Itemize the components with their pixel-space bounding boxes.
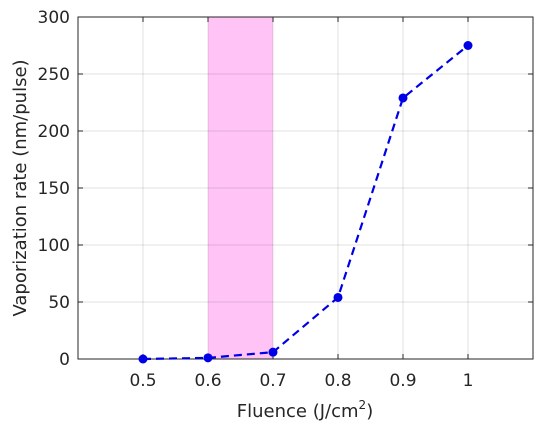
x-axis-label-superscript: 2 — [359, 398, 367, 412]
data-point — [333, 292, 343, 302]
highlight-region — [208, 17, 273, 359]
y-axis-label: Vaporization rate (nm/pulse) — [10, 59, 31, 316]
x-tick-label: 0.7 — [259, 371, 286, 391]
y-axis-ticks: 0 50 100 150 200 250 300 — [38, 8, 533, 370]
x-tick-label: 0.9 — [389, 371, 416, 391]
x-tick-label: 0.6 — [194, 371, 221, 391]
x-axis-label: Fluence (J/cm2) — [237, 398, 373, 422]
y-tick-label: 300 — [38, 8, 70, 28]
x-tick-label: 1 — [463, 371, 474, 391]
data-point — [203, 353, 213, 363]
series-layer — [138, 41, 473, 364]
data-point — [268, 347, 278, 357]
x-axis-ticks: 0.5 0.6 0.7 0.8 0.9 1 — [129, 17, 473, 391]
x-tick-label: 0.8 — [324, 371, 351, 391]
data-point — [463, 41, 473, 50]
x-axis-label-close: ) — [366, 401, 373, 422]
y-tick-label: 50 — [48, 293, 70, 313]
y-tick-label: 150 — [38, 179, 70, 199]
y-tick-label: 100 — [38, 236, 70, 256]
plot-background — [78, 17, 533, 359]
x-tick-label: 0.5 — [129, 371, 156, 391]
y-tick-label: 0 — [59, 350, 70, 370]
y-tick-label: 200 — [38, 122, 70, 142]
y-tick-label: 250 — [38, 65, 70, 85]
data-point — [138, 354, 148, 364]
series-line — [142, 44, 469, 361]
data-point — [398, 93, 408, 103]
